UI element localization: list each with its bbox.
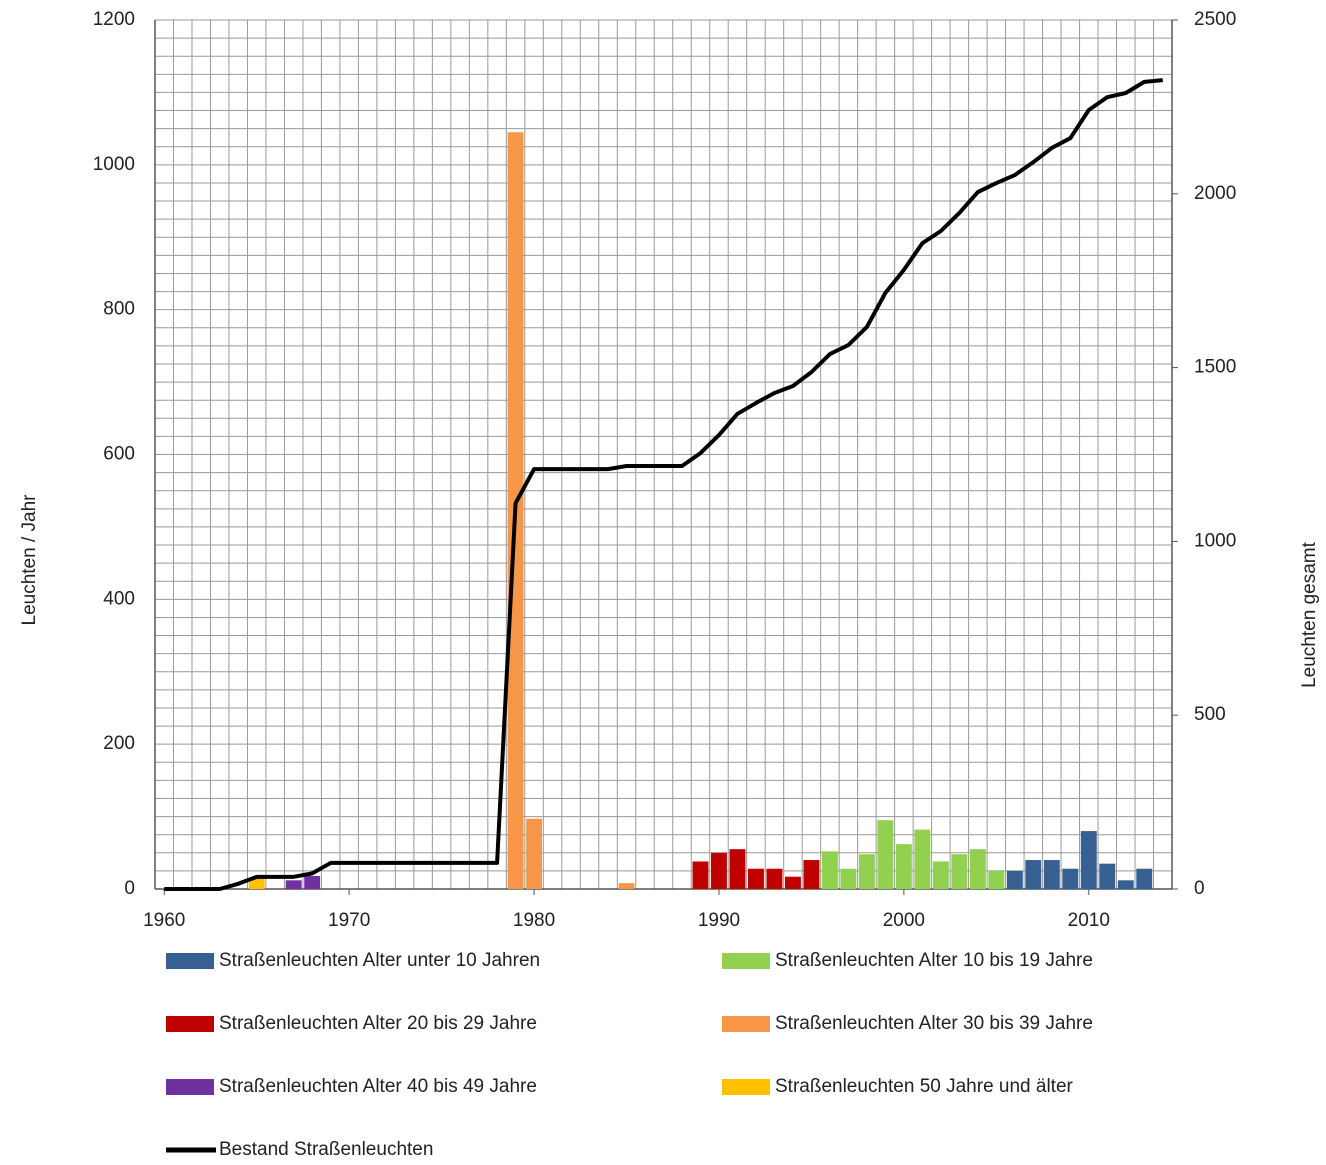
x-tick-label: 1980 (513, 910, 555, 931)
bar (618, 883, 635, 889)
bar (1025, 860, 1042, 889)
bar (766, 868, 783, 889)
y2-tick-label: 500 (1194, 704, 1226, 725)
bar (784, 876, 801, 889)
bar (969, 849, 986, 889)
legend-label: Straßenleuchten Alter unter 10 Jahren (219, 950, 540, 971)
legend-swatch (722, 1079, 770, 1095)
legend-label: Straßenleuchten Alter 10 bis 19 Jahre (775, 950, 1093, 971)
legend-swatch (722, 953, 770, 969)
x-tick-label: 2000 (883, 910, 925, 931)
bar (711, 852, 727, 889)
legend-swatch (166, 953, 214, 969)
y-axis-label: Leuchten / Jahr (19, 494, 40, 626)
y-tick-label: 400 (103, 588, 135, 609)
line (164, 78, 1163, 891)
bar (932, 861, 949, 889)
bar (1117, 880, 1134, 889)
bar (285, 880, 302, 889)
y2-tick-label: 2500 (1194, 9, 1236, 30)
y2-tick-label: 0 (1194, 878, 1205, 899)
bar (914, 829, 931, 889)
bar (526, 818, 543, 889)
bar (1043, 860, 1060, 889)
y-tick-label: 200 (103, 733, 135, 754)
y-tick-label: 600 (103, 444, 135, 465)
y2-tick-label: 2000 (1194, 183, 1236, 204)
bar (1006, 870, 1023, 889)
bar (1136, 868, 1153, 889)
y-tick-label: 800 (103, 299, 135, 320)
bar (803, 860, 820, 889)
legend-label: Straßenleuchten Alter 20 bis 29 Jahre (219, 1013, 537, 1034)
y2-tick-label: 1000 (1194, 530, 1236, 551)
bar (248, 878, 265, 889)
y2-axis-label: Leuchten gesamt (1299, 541, 1320, 687)
bar (877, 820, 894, 889)
x-tick-label: 2010 (1068, 910, 1110, 931)
x-tick-label: 1970 (328, 910, 370, 931)
legend-swatch (722, 1016, 770, 1032)
bar (840, 868, 857, 889)
legend-swatch (166, 1079, 214, 1095)
y-tick-label: 0 (124, 878, 135, 899)
bar (692, 861, 709, 889)
bar (1080, 831, 1097, 889)
bar (1062, 868, 1079, 889)
bar (895, 844, 912, 889)
bar (748, 868, 764, 889)
y-tick-label: 1000 (93, 154, 135, 175)
bar (821, 851, 838, 889)
bar (1099, 863, 1116, 889)
x-tick-label: 1960 (143, 910, 185, 931)
legend-label: Bestand Straßenleuchten (219, 1139, 433, 1160)
bar (988, 870, 1005, 889)
legend-label: Straßenleuchten Alter 30 bis 39 Jahre (775, 1013, 1093, 1034)
y2-tick-label: 1500 (1194, 357, 1236, 378)
x-tick-label: 1990 (698, 910, 740, 931)
bar (951, 854, 968, 889)
bar (729, 849, 746, 889)
bar (304, 875, 321, 889)
legend-label: Straßenleuchten 50 Jahre und älter (775, 1076, 1074, 1097)
legend-label: Straßenleuchten Alter 40 bis 49 Jahre (219, 1076, 537, 1097)
legend-swatch (166, 1016, 214, 1032)
y-tick-label: 1200 (93, 9, 135, 30)
bar (858, 854, 875, 889)
